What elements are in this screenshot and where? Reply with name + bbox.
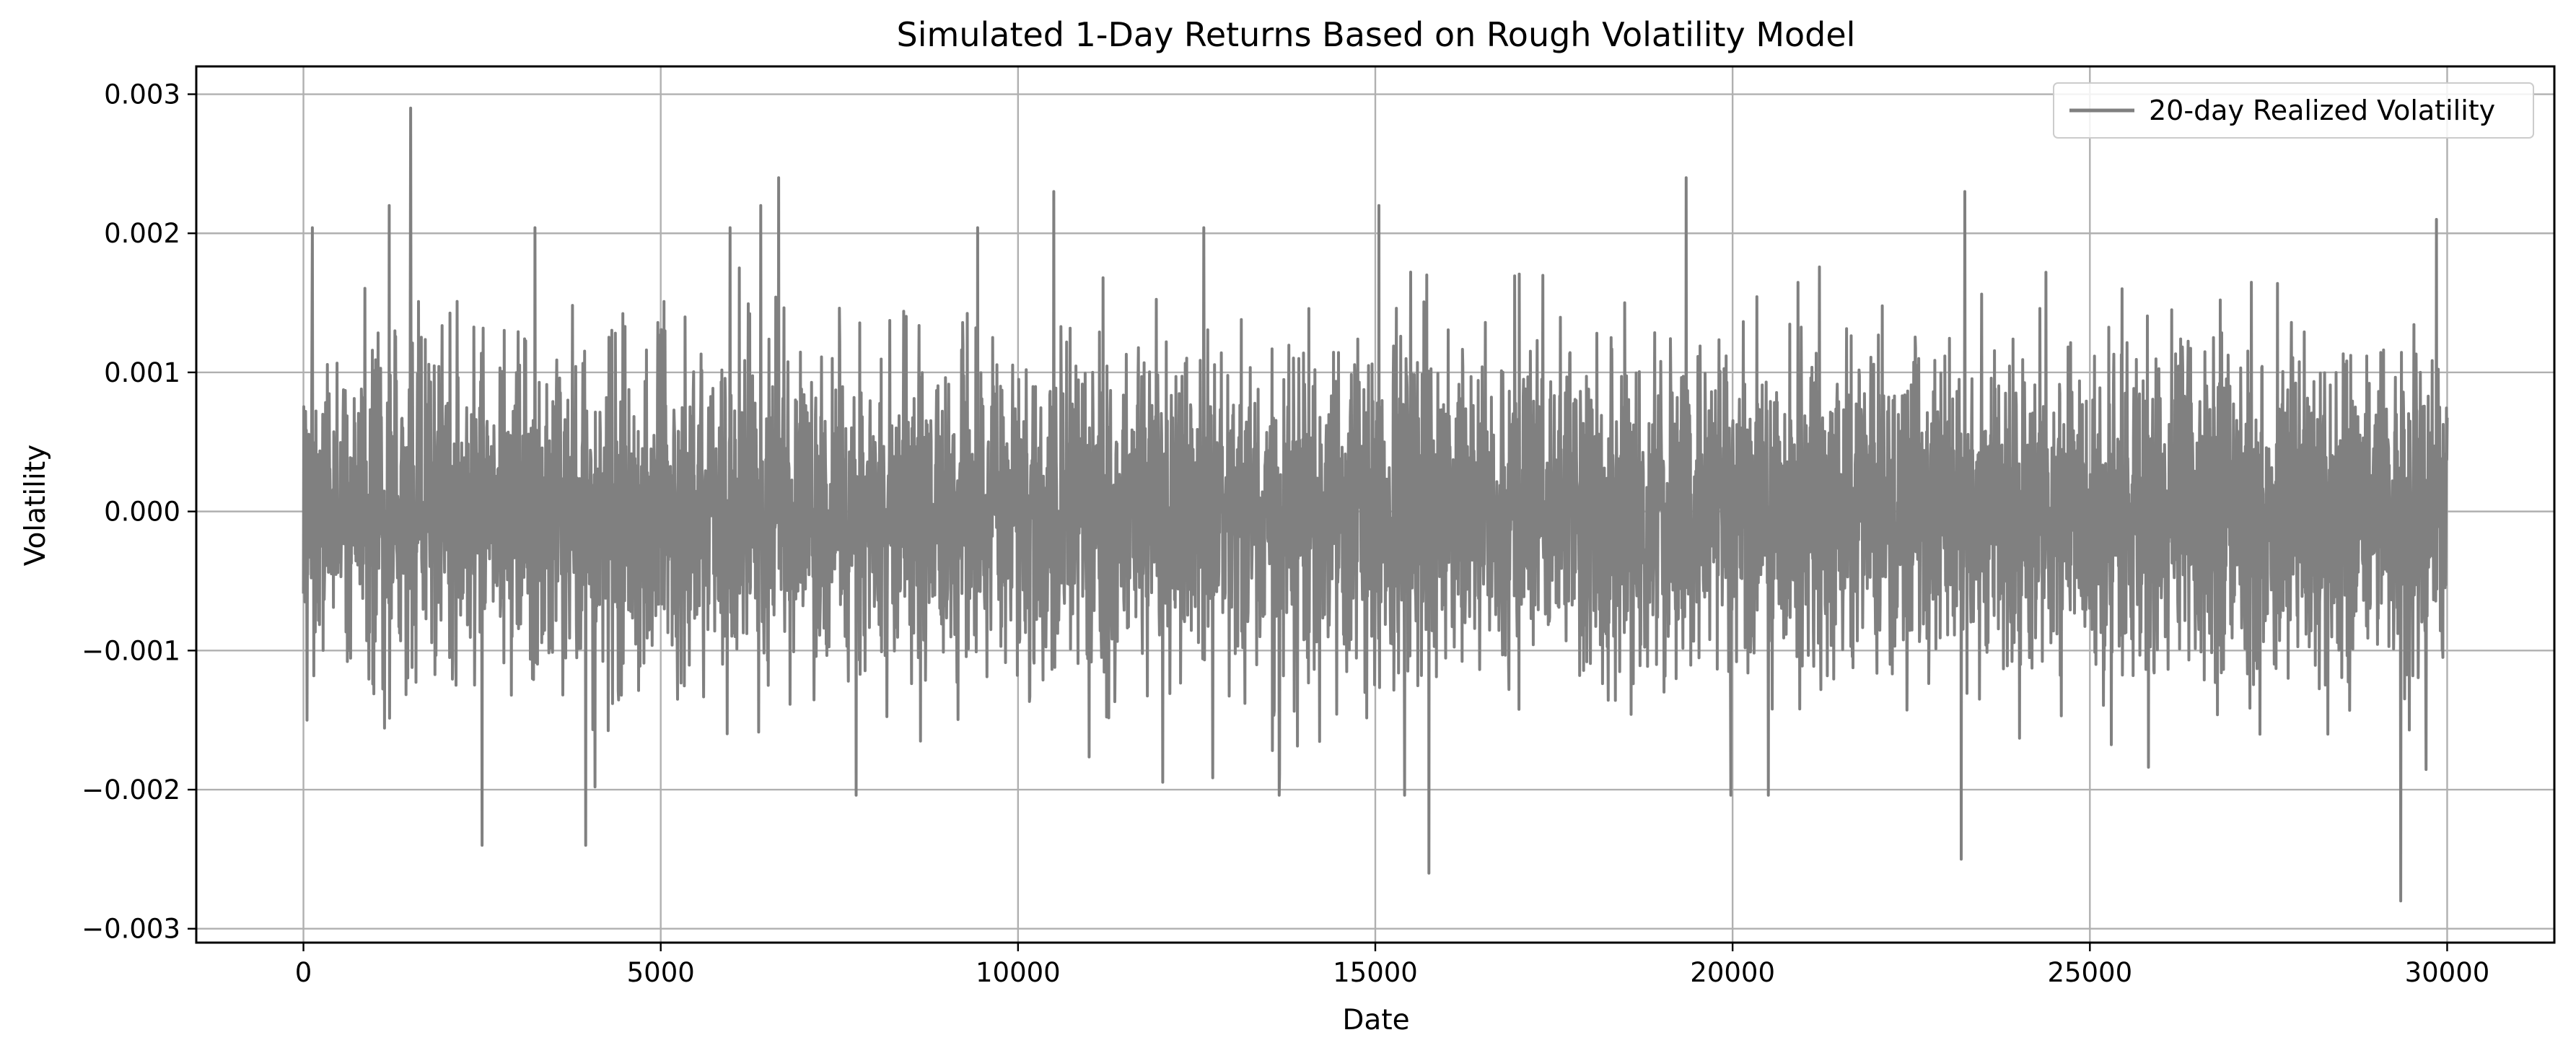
x-axis-label: Date: [1342, 1004, 1409, 1036]
legend-box: [2053, 82, 2534, 139]
x-axis: 0 5000 10000 15000 20000 25000 30000: [295, 943, 2490, 988]
x-tick-label: 10000: [976, 957, 1061, 988]
y-tick-label: 0.000: [104, 497, 180, 528]
y-tick-label: −0.003: [82, 914, 180, 945]
chart-title: Simulated 1-Day Returns Based on Rough V…: [897, 15, 1856, 54]
y-tick-label: 0.003: [104, 79, 180, 110]
y-axis-label: Volatility: [19, 445, 52, 566]
x-tick-label: 15000: [1333, 957, 1418, 988]
legend-label: 20-day Realized Volatility: [2149, 95, 2495, 126]
series-layer: [302, 106, 2449, 903]
x-tick-label: 25000: [2047, 957, 2132, 988]
y-tick-label: −0.002: [82, 774, 180, 805]
x-tick-label: 20000: [1690, 957, 1775, 988]
x-tick-label: 0: [295, 957, 312, 988]
series-line-realized-volatility: [302, 106, 2449, 903]
y-tick-label: 0.001: [104, 357, 180, 388]
y-tick-label: 0.002: [104, 218, 180, 249]
legend: 20-day Realized Volatility: [2053, 82, 2534, 139]
y-axis: 0.003 0.002 0.001 0.000 −0.001 −0.002 −0.003: [82, 79, 196, 945]
y-tick-label: −0.001: [82, 635, 180, 666]
x-tick-label: 30000: [2405, 957, 2490, 988]
x-tick-label: 5000: [627, 957, 695, 988]
